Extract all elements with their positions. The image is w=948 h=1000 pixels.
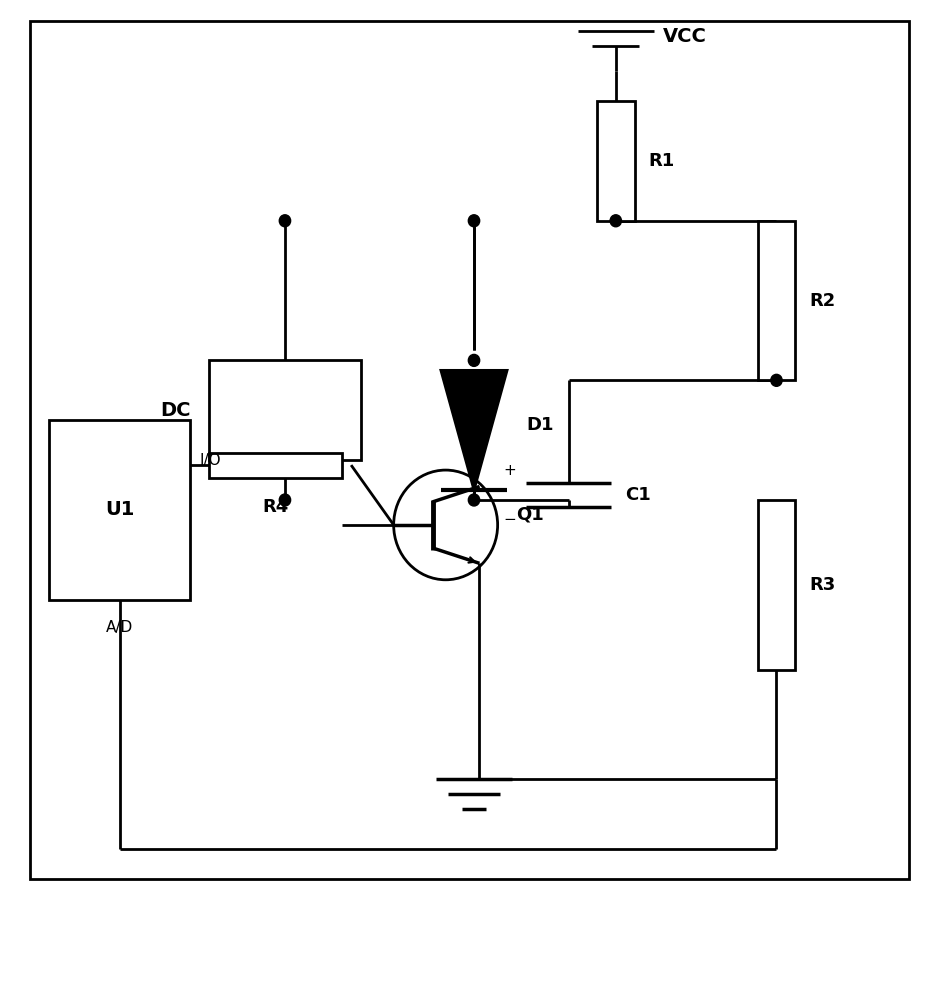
Circle shape (280, 215, 291, 227)
Bar (48, 420, 191, 600)
Text: −: − (503, 512, 517, 527)
Circle shape (280, 494, 291, 506)
Circle shape (468, 215, 480, 227)
Text: R3: R3 (810, 576, 836, 594)
Circle shape (468, 354, 480, 366)
Text: DC: DC (160, 401, 191, 420)
Text: U1: U1 (105, 500, 135, 519)
Text: R4: R4 (263, 498, 288, 516)
Text: D1: D1 (526, 416, 554, 434)
Text: VCC: VCC (663, 27, 707, 46)
Circle shape (611, 215, 622, 227)
Text: R1: R1 (648, 152, 675, 170)
Circle shape (771, 374, 782, 386)
Bar (597, 101, 635, 221)
Bar (210, 453, 341, 478)
Text: A/D: A/D (106, 620, 133, 635)
Text: I/O: I/O (200, 453, 222, 468)
Text: +: + (503, 463, 517, 478)
Bar (757, 500, 795, 670)
Text: Q1: Q1 (517, 506, 544, 524)
Bar (210, 360, 360, 460)
Bar (757, 221, 795, 380)
Text: C1: C1 (626, 486, 651, 504)
Circle shape (468, 494, 480, 506)
Text: R2: R2 (810, 292, 836, 310)
Polygon shape (441, 370, 507, 490)
Bar (29, 21, 909, 879)
